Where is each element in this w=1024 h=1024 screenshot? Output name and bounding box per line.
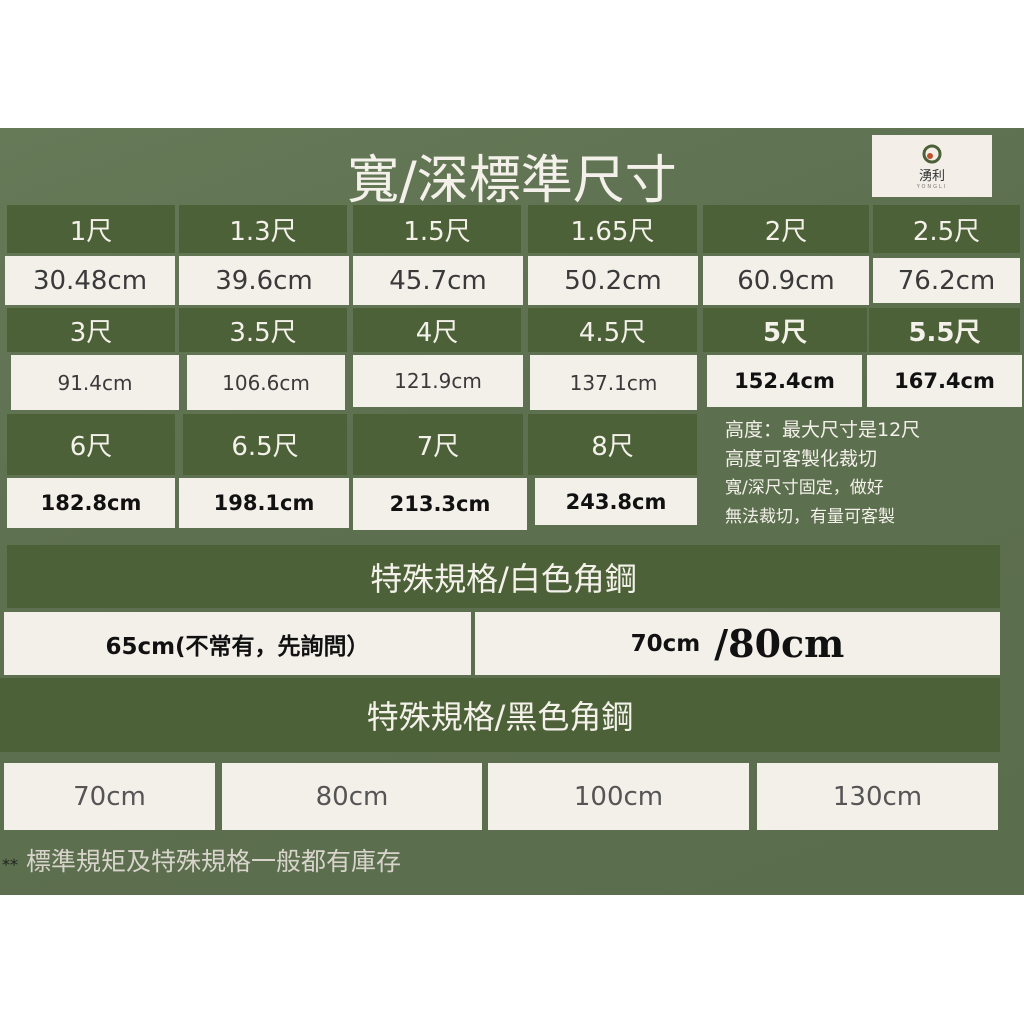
size-value: 121.9cm (353, 355, 523, 407)
size-label: 1.5尺 (353, 205, 521, 253)
white-spec-80: /80cm (714, 621, 845, 666)
size-value: 39.6cm (179, 256, 349, 305)
size-label: 2尺 (703, 205, 869, 253)
size-value: 213.3cm (353, 478, 527, 530)
size-label: 6.5尺 (183, 414, 347, 475)
size-value: 137.1cm (530, 355, 697, 410)
size-label: 4.5尺 (528, 308, 697, 352)
black-spec-value: 70cm (4, 763, 215, 830)
white-spec-70-80: 70cm /80cm (475, 612, 1000, 675)
size-label: 5.5尺 (869, 308, 1020, 352)
note: 高度可客製化裁切 (725, 448, 878, 470)
footer-text: 標準規矩及特殊規格一般都有庫存 (25, 847, 401, 876)
size-value: 76.2cm (873, 258, 1020, 303)
size-label: 7尺 (353, 414, 523, 475)
size-label: 3尺 (7, 308, 175, 352)
size-label: 1.3尺 (179, 205, 347, 253)
logo-name: 湧利 (918, 168, 945, 184)
footer-mark: ** (2, 855, 18, 874)
size-label: 5尺 (703, 308, 867, 352)
note: 無法裁切，有量可客製 (725, 507, 895, 527)
size-label: 1.65尺 (528, 205, 697, 253)
size-value: 152.4cm (707, 355, 862, 407)
size-value: 243.8cm (535, 478, 697, 525)
black-spec-value: 100cm (488, 763, 749, 830)
black-spec-title: 特殊規格/黑色角鋼 (0, 678, 1000, 752)
footer-note: ** 標準規矩及特殊規格一般都有庫存 (2, 842, 401, 878)
size-value: 60.9cm (703, 256, 869, 305)
size-value: 182.8cm (7, 478, 175, 528)
page-title: 寬/深標準尺寸 (347, 151, 677, 211)
white-spec-65: 65cm(不常有，先詢問） (4, 612, 471, 675)
white-spec-70: 70cm (630, 630, 701, 657)
size-label: 2.5尺 (873, 205, 1020, 253)
size-label: 8尺 (528, 414, 697, 475)
size-label: 6尺 (7, 414, 175, 475)
black-spec-value: 130cm (757, 763, 998, 830)
logo: 湧利 YONGLI (872, 135, 992, 197)
size-value: 198.1cm (179, 478, 349, 528)
size-label: 1尺 (7, 205, 175, 253)
notes: 高度：最大尺寸是12尺 高度可客製化裁切 寬/深尺寸固定，做好 無法裁切，有量可… (725, 416, 920, 532)
white-spec-title: 特殊規格/白色角鋼 (7, 545, 1000, 608)
size-value: 30.48cm (5, 256, 175, 305)
size-label: 3.5尺 (179, 308, 347, 352)
note: 寬/深尺寸固定，做好 (725, 478, 884, 498)
black-spec-value: 80cm (222, 763, 482, 830)
logo-sub: YONGLI (916, 183, 948, 190)
size-value: 167.4cm (867, 355, 1022, 407)
logo-icon (922, 144, 942, 163)
size-value: 45.7cm (353, 256, 523, 305)
size-label: 4尺 (353, 308, 521, 352)
note: 高度：最大尺寸是12尺 (725, 419, 921, 441)
size-value: 106.6cm (187, 355, 345, 410)
size-value: 50.2cm (528, 256, 698, 305)
size-value: 91.4cm (11, 355, 179, 410)
